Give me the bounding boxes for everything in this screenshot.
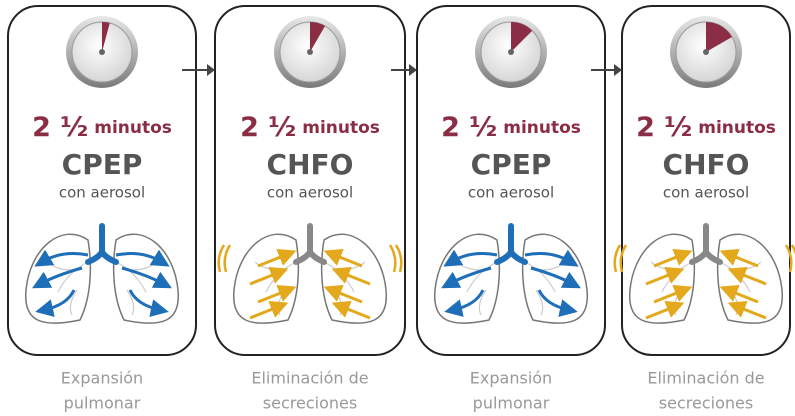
duration-unit: minutos: [698, 118, 776, 138]
connector-head: [207, 64, 215, 76]
caption: pulmonar: [64, 394, 141, 413]
caption: Expansión: [61, 369, 143, 388]
caption: Expansión: [470, 369, 552, 388]
duration-number: 2 ½: [441, 112, 497, 143]
connector-head: [614, 64, 622, 76]
duration-unit: minutos: [94, 118, 172, 138]
mode: CHFO: [267, 148, 354, 181]
mode: CPEP: [62, 148, 143, 181]
mode: CPEP: [471, 148, 552, 181]
subtitle: con aerosol: [663, 184, 749, 202]
caption: Eliminación de: [251, 369, 368, 388]
caption: Eliminación de: [647, 369, 764, 388]
vibration-arc: [615, 245, 620, 272]
timer-hub: [99, 49, 105, 55]
timer-hub: [508, 49, 514, 55]
mode: CHFO: [663, 148, 750, 181]
connector-head: [409, 64, 417, 76]
duration-unit: minutos: [503, 118, 581, 138]
timer-hub: [703, 49, 709, 55]
subtitle: con aerosol: [468, 184, 554, 202]
step-card: 2 ½ minutos CPEP con aerosol Expansión pulmon…: [417, 6, 605, 413]
duration-unit: minutos: [302, 118, 380, 138]
timer-hub: [307, 49, 313, 55]
diagram: 2 ½ minutos CPEP con aerosol Expansión pulmon…: [0, 0, 795, 416]
step-card: 2 ½ minutos CHFO con aerosol Eliminación de s…: [215, 6, 405, 413]
caption: secreciones: [263, 394, 357, 413]
duration-number: 2 ½: [636, 112, 692, 143]
caption: pulmonar: [473, 394, 550, 413]
step-card: 2 ½ minutos CHFO con aerosol Eliminación de s…: [615, 6, 795, 413]
duration-number: 2 ½: [240, 112, 296, 143]
subtitle: con aerosol: [267, 184, 353, 202]
subtitle: con aerosol: [59, 184, 145, 202]
step-card: 2 ½ minutos CPEP con aerosol Expansión pulmon…: [8, 6, 196, 413]
caption: secreciones: [659, 394, 753, 413]
duration-number: 2 ½: [32, 112, 88, 143]
